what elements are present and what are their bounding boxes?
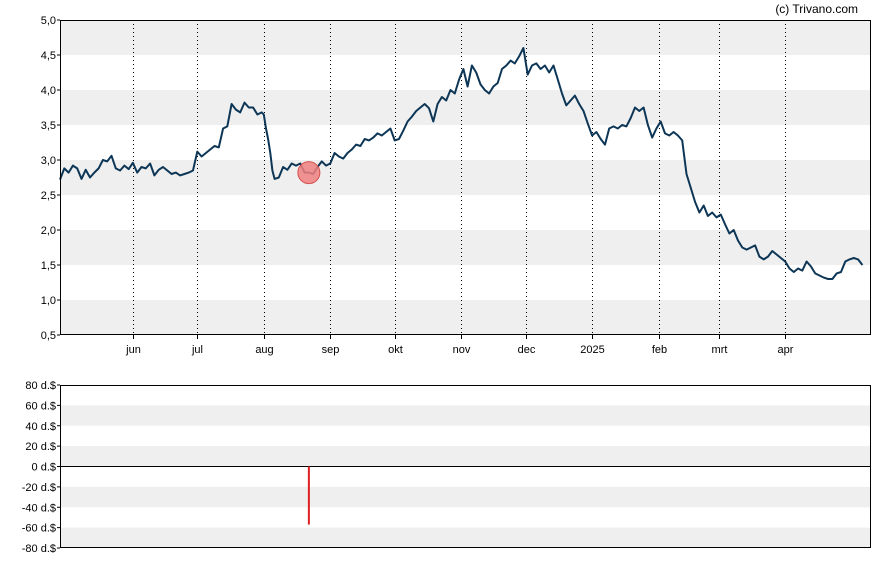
volume-y-tick-label: -80 d.$ <box>22 543 56 555</box>
volume-plot-frame <box>60 385 871 548</box>
volume-y-tick-label: 20 d.$ <box>25 441 56 453</box>
price-y-tick-label: 1,0 <box>41 295 56 307</box>
volume-y-tick-label: 80 d.$ <box>25 380 56 392</box>
price-series-line <box>59 47 864 280</box>
price-x-tick-label: jun <box>125 344 141 356</box>
price-y-tick-label: 2,0 <box>41 225 56 237</box>
price-x-tick-label: apr <box>778 344 794 356</box>
volume-band <box>60 486 871 508</box>
price-y-tick-label: 3,5 <box>41 120 56 132</box>
price-x-tick-label: 2025 <box>580 344 604 356</box>
price-y-tick-label: 5,0 <box>41 15 56 27</box>
price-x-tick-label: okt <box>388 344 403 356</box>
price-band <box>60 20 871 55</box>
volume-y-tick-label: -60 d.$ <box>22 523 56 535</box>
price-y-tick-label: 0,5 <box>41 330 56 342</box>
price-band <box>60 90 871 125</box>
price-band <box>60 300 871 335</box>
price-x-tick-label: feb <box>652 344 667 356</box>
volume-band <box>60 446 871 467</box>
price-y-tick-label: 4,5 <box>41 50 56 62</box>
price-x-tick-label: dec <box>518 344 536 356</box>
price-y-tick-label: 2,5 <box>41 190 56 202</box>
volume-panel: 80 d.$ 60 d.$ 40 d.$ 20 d.$ 0 d.$ -20 d.$ -40 … <box>22 380 871 555</box>
volume-band <box>60 527 871 548</box>
price-band <box>60 160 871 195</box>
price-y-tick-label: 3,0 <box>41 155 56 167</box>
price-y-tick-label: 4,0 <box>41 85 56 97</box>
price-x-tick-label: aug <box>255 344 273 356</box>
volume-y-tick-label: 60 d.$ <box>25 400 56 412</box>
credit-text: (c) Trivano.com <box>775 2 858 16</box>
volume-y-tick-label: 40 d.$ <box>25 421 56 433</box>
price-x-tick-label: nov <box>453 344 471 356</box>
price-plot-frame <box>60 20 871 335</box>
price-y-tick-label: 1,5 <box>41 260 56 272</box>
volume-band <box>60 405 871 426</box>
price-x-tick-label: jul <box>191 344 203 356</box>
volume-y-tick-label: -40 d.$ <box>22 502 56 514</box>
price-event-marker <box>297 161 321 185</box>
volume-y-tick-label: -20 d.$ <box>22 482 56 494</box>
price-panel: 0,5 1,0 1,5 2,0 2,5 3,0 3,5 4,0 4,5 5,0 jun jul aug s… <box>41 15 871 356</box>
volume-y-tick-label: 0 d.$ <box>32 462 56 474</box>
price-x-tick-label: sep <box>322 344 340 356</box>
price-x-tick-label: mrt <box>712 344 728 356</box>
